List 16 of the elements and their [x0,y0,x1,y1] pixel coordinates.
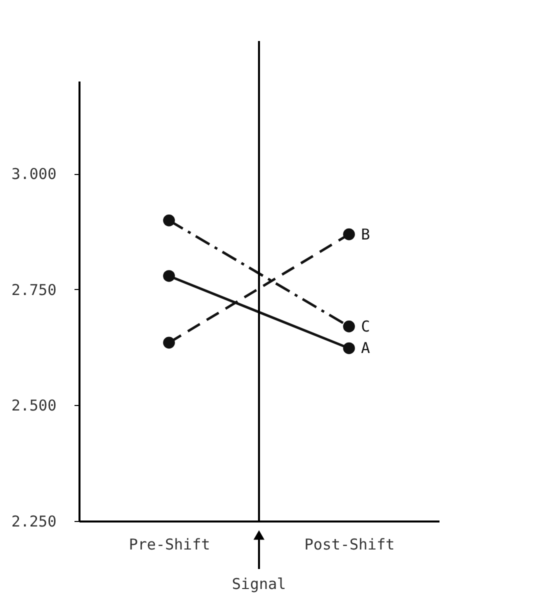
point [163,214,175,226]
x-tick-label: Post-Shift [304,536,395,554]
x-tick-label: Pre-Shift [128,536,210,554]
text: Signal [232,575,286,593]
series-label: A [361,339,370,358]
y-tick-label: 2.750 [11,280,56,299]
point [343,228,355,240]
series-label: C [361,317,370,336]
point [163,336,175,349]
y-tick-label: 2.500 [11,396,56,415]
series-label: B [361,225,370,244]
point [343,342,355,354]
point [343,320,355,332]
point [163,270,175,282]
y-tick-label: 2.250 [11,512,56,530]
y-tick-label: 3.000 [11,165,56,184]
